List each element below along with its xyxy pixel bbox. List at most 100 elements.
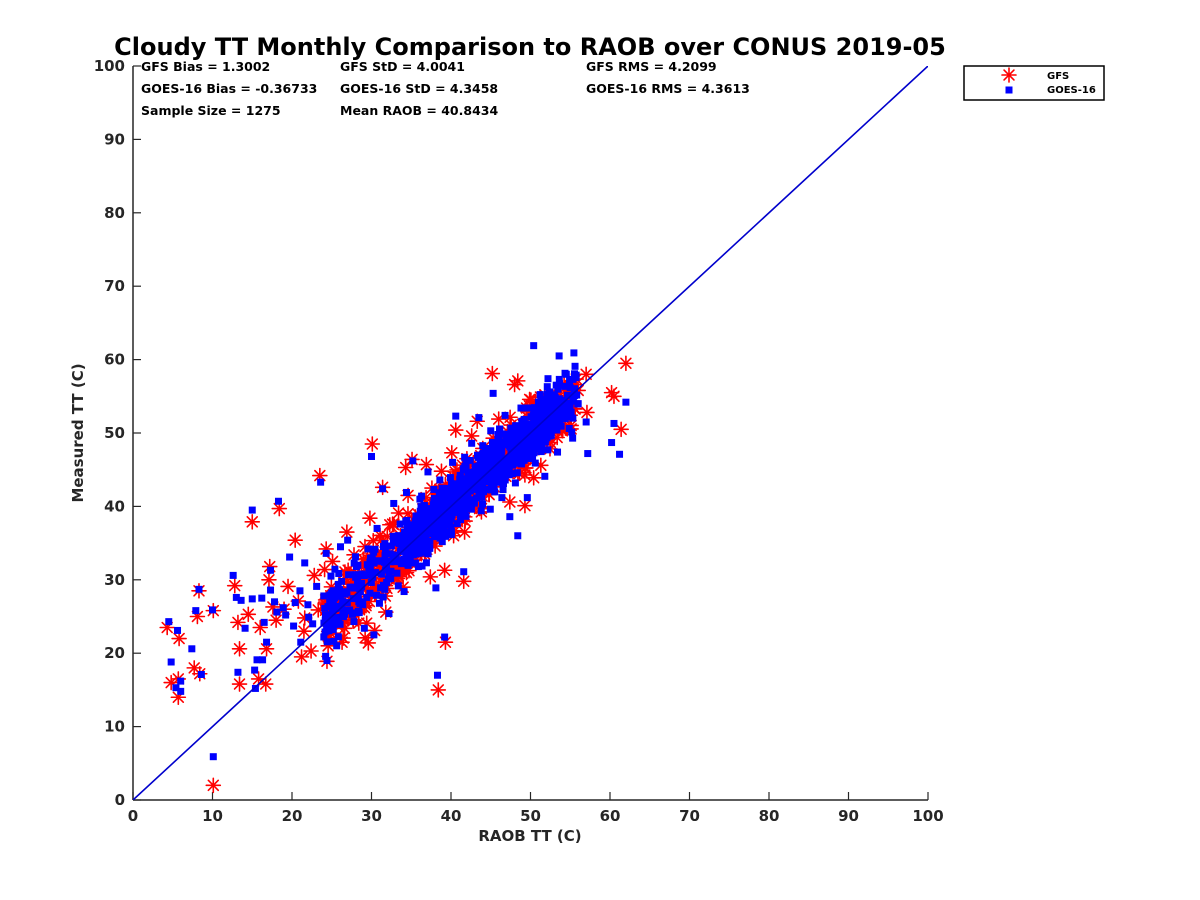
- data-point-goes-16: [479, 463, 487, 471]
- data-point-goes-16: [560, 400, 568, 408]
- data-point-goes-16: [403, 537, 411, 545]
- data-point-goes-16: [456, 475, 464, 483]
- data-point-goes-16: [435, 489, 443, 497]
- data-point-goes-16: [494, 440, 502, 448]
- data-point-goes-16: [372, 591, 380, 599]
- data-point-goes-16: [331, 565, 339, 573]
- data-point-goes-16: [554, 385, 562, 393]
- data-point-goes-16: [391, 534, 399, 542]
- y-tick-label: 60: [104, 351, 125, 369]
- data-point-goes-16: [550, 393, 558, 401]
- data-point-goes-16: [366, 589, 374, 597]
- data-point-goes-16: [430, 521, 438, 529]
- data-point-goes-16: [400, 547, 408, 555]
- data-point-goes-16: [491, 470, 499, 478]
- data-point-goes-16: [441, 506, 449, 514]
- data-point-goes-16: [324, 603, 332, 611]
- data-point-goes-16: [558, 409, 566, 417]
- data-point-goes-16: [420, 502, 428, 510]
- data-point-goes-16: [297, 638, 305, 646]
- data-point-gfs: [502, 494, 518, 510]
- data-point-goes-16: [387, 574, 395, 582]
- data-point-goes-16: [464, 473, 472, 481]
- data-point-goes-16: [524, 420, 532, 428]
- data-point-goes-16: [177, 677, 185, 685]
- y-tick-label: 70: [104, 277, 125, 295]
- data-point-goes-16: [259, 656, 267, 664]
- data-point-goes-16: [416, 514, 424, 522]
- data-point-goes-16: [382, 560, 390, 568]
- data-point-goes-16: [260, 618, 268, 626]
- data-point-goes-16: [530, 342, 538, 350]
- data-point-goes-16: [468, 480, 476, 488]
- data-point-gfs: [205, 777, 222, 794]
- data-point-goes-16: [423, 509, 431, 517]
- data-point-goes-16: [348, 610, 356, 618]
- stat-text: GOES-16 RMS = 4.3613: [586, 81, 750, 96]
- data-point-goes-16: [504, 436, 512, 444]
- data-point-goes-16: [461, 453, 469, 461]
- data-point-goes-16: [496, 469, 504, 477]
- data-point-goes-16: [273, 608, 281, 616]
- data-point-goes-16: [571, 370, 579, 378]
- data-point-goes-16: [354, 561, 362, 569]
- data-point-goes-16: [532, 420, 540, 428]
- data-point-goes-16: [392, 551, 400, 559]
- data-point-goes-16: [550, 401, 558, 409]
- data-point-goes-16: [304, 601, 312, 609]
- data-point-goes-16: [566, 383, 574, 391]
- data-point-goes-16: [486, 445, 494, 453]
- legend-marker-goes-16: [1005, 86, 1013, 94]
- data-point-goes-16: [336, 543, 344, 551]
- data-point-goes-16: [501, 411, 509, 419]
- data-point-goes-16: [354, 579, 362, 587]
- data-point-goes-16: [418, 543, 426, 551]
- data-point-goes-16: [177, 687, 185, 695]
- data-point-goes-16: [550, 420, 558, 428]
- data-point-goes-16: [290, 622, 298, 630]
- data-point-goes-16: [516, 444, 524, 452]
- stat-text: GFS StD = 4.0041: [340, 59, 465, 74]
- data-point-goes-16: [555, 352, 563, 360]
- data-point-goes-16: [571, 362, 579, 370]
- data-point-goes-16: [403, 516, 411, 524]
- data-point-goes-16: [518, 429, 526, 437]
- data-point-goes-16: [494, 436, 502, 444]
- data-point-goes-16: [385, 570, 393, 578]
- x-tick-label: 80: [759, 807, 780, 825]
- data-point-goes-16: [475, 488, 483, 496]
- data-point-goes-16: [489, 389, 497, 397]
- data-point-goes-16: [390, 499, 398, 507]
- data-point-goes-16: [470, 499, 478, 507]
- data-point-goes-16: [479, 500, 487, 508]
- data-point-goes-16: [544, 446, 552, 454]
- x-tick-label: 60: [600, 807, 621, 825]
- data-point-goes-16: [468, 439, 476, 447]
- data-point-goes-16: [569, 397, 577, 405]
- data-point-gfs: [443, 445, 460, 461]
- data-point-goes-16: [309, 620, 317, 628]
- data-point-goes-16: [561, 369, 569, 377]
- data-point-goes-16: [406, 527, 414, 535]
- data-point-goes-16: [197, 670, 205, 678]
- data-point-goes-16: [424, 468, 432, 476]
- data-point-goes-16: [349, 595, 357, 603]
- data-point-goes-16: [506, 513, 514, 521]
- data-point-goes-16: [334, 580, 342, 588]
- data-point-goes-16: [174, 626, 182, 634]
- data-point-goes-16: [393, 569, 401, 577]
- data-point-goes-16: [480, 488, 488, 496]
- data-point-gfs: [418, 456, 435, 473]
- data-point-goes-16: [436, 476, 444, 484]
- data-point-goes-16: [426, 512, 434, 520]
- data-point-goes-16: [345, 571, 353, 579]
- data-point-goes-16: [460, 486, 468, 494]
- data-point-gfs: [603, 384, 620, 401]
- data-point-goes-16: [536, 417, 544, 425]
- data-point-goes-16: [409, 457, 417, 465]
- data-point-goes-16: [544, 398, 552, 406]
- data-point-goes-16: [291, 599, 299, 607]
- data-point-goes-16: [369, 573, 377, 581]
- data-point-goes-16: [570, 387, 578, 395]
- data-point-goes-16: [392, 539, 400, 547]
